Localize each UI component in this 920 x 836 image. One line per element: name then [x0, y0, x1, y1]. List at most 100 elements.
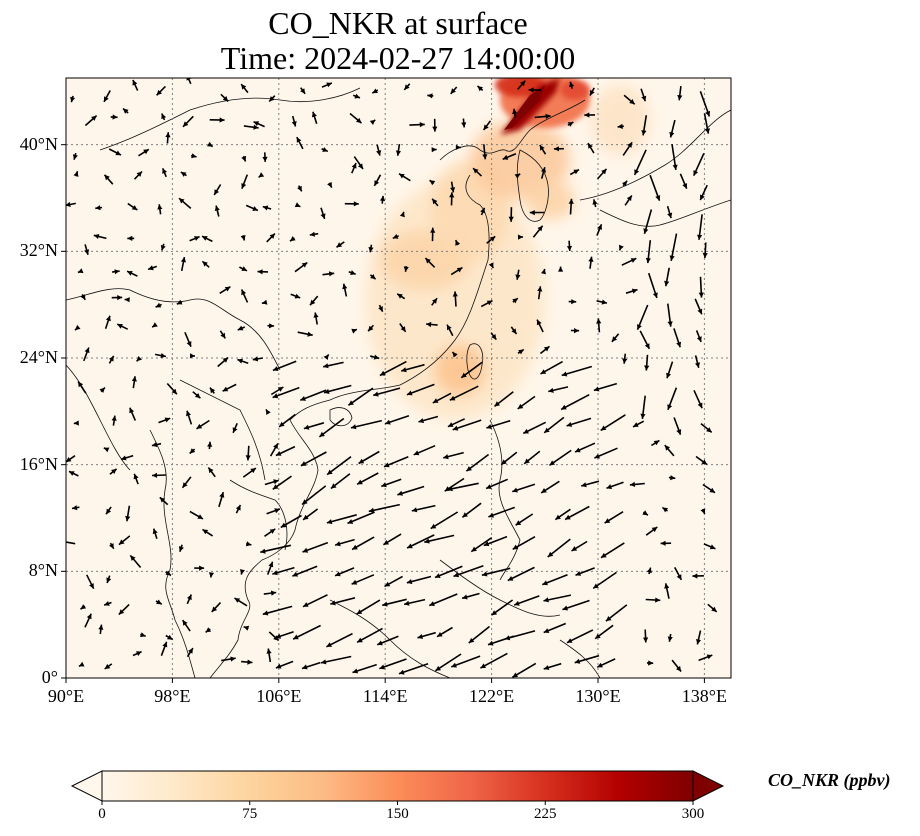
wind-arrow-head	[593, 386, 600, 392]
wind-arrow-head	[432, 126, 438, 132]
wind-arrow-head	[275, 451, 282, 456]
wind-arrow-shaft	[449, 385, 479, 401]
wind-arrow-shaft	[447, 482, 479, 491]
wind-arrow-head	[342, 283, 348, 290]
wind-arrow-head	[157, 204, 163, 210]
wind-arrow-head	[644, 343, 650, 349]
wind-arrow-head	[512, 298, 518, 304]
wind-arrow-head	[322, 147, 328, 152]
wind-arrow-head	[189, 448, 196, 454]
wind-arrow-head	[234, 598, 241, 603]
wind-arrow-head	[590, 89, 595, 96]
wind-arrow-head	[347, 519, 354, 524]
wind-arrow-head	[214, 189, 219, 195]
wind-arrow-head	[541, 488, 547, 493]
wind-arrow-head	[562, 605, 568, 611]
wind-arrow-head	[447, 422, 454, 427]
colorbar-bar	[101, 770, 694, 802]
wind-arrow-head	[300, 461, 307, 466]
wind-arrow-head	[561, 404, 567, 410]
wind-arrow-shaft	[262, 605, 293, 616]
wind-arrow-head	[127, 235, 133, 241]
wind-arrow-head	[512, 108, 518, 115]
wind-arrow-head	[78, 661, 85, 667]
wind-arrow-shaft	[398, 662, 429, 675]
wind-arrow-head	[403, 266, 409, 272]
wind-arrow-head	[523, 428, 529, 434]
wind-arrow-head	[358, 163, 363, 169]
wind-arrow-head	[382, 601, 388, 607]
wind-arrow-shaft	[480, 652, 508, 669]
wind-arrow-shaft	[347, 387, 374, 406]
wind-arrow-head	[210, 387, 216, 394]
wind-arrow-head	[111, 415, 117, 421]
wind-arrow-head	[176, 299, 183, 305]
wind-arrow-shaft	[320, 655, 352, 664]
wind-arrow-head	[302, 547, 309, 553]
gridlines	[66, 78, 731, 678]
wind-arrow-shaft	[561, 365, 593, 377]
wind-arrow-head	[352, 544, 358, 550]
wind-arrow-head	[483, 124, 489, 130]
wind-arrow-head	[573, 169, 579, 175]
wind-arrow-head	[667, 321, 673, 327]
wind-arrow-head	[571, 299, 577, 305]
wind-arrow-head	[328, 271, 335, 277]
wind-arrow-shaft	[560, 393, 590, 411]
wind-arrow-head	[103, 447, 110, 453]
wind-arrow-head	[136, 651, 142, 656]
x-tick-label: 114°E	[362, 686, 408, 706]
wind-arrow-head	[240, 235, 246, 241]
wind-arrow-head	[129, 407, 135, 414]
wind-arrow-head	[489, 236, 496, 242]
wind-arrow-head	[260, 548, 266, 554]
wind-arrow-head	[330, 483, 337, 489]
wind-arrow-head	[596, 318, 602, 324]
wind-arrow-head	[655, 597, 661, 603]
wind-arrow-head	[72, 154, 78, 160]
wind-arrow-head	[447, 324, 452, 331]
wind-arrow-head	[112, 114, 118, 120]
wind-arrow-head	[220, 332, 226, 339]
wind-arrow-shaft	[430, 511, 459, 530]
y-tick-label: 16°N	[19, 453, 58, 474]
wind-arrow-head	[482, 154, 488, 160]
wind-arrow-head	[180, 257, 186, 263]
wind-arrow-head	[605, 616, 612, 622]
wind-arrow-head	[272, 484, 279, 490]
wind-arrow-head	[473, 168, 479, 174]
wind-arrow-head	[123, 108, 129, 114]
wind-arrow-head	[196, 423, 203, 429]
wind-arrow-head	[672, 164, 678, 170]
wind-arrow-head	[297, 185, 302, 192]
wind-arrow-head	[706, 654, 713, 660]
y-tick-label: 8°N	[28, 560, 58, 581]
wind-arrow-head	[462, 594, 468, 600]
wind-arrow-head	[676, 574, 682, 580]
wind-arrow-head	[553, 146, 559, 152]
wind-arrow-head	[537, 286, 543, 292]
wind-arrow-head	[104, 174, 110, 181]
wind-arrow-head	[323, 363, 329, 369]
wind-arrow-head	[180, 172, 187, 177]
wind-arrow-head	[514, 173, 521, 179]
wind-arrow-head	[252, 356, 259, 362]
wind-arrow-head	[188, 648, 193, 654]
wind-arrow-head	[379, 664, 385, 670]
wind-arrow-head	[186, 78, 192, 81]
wind-arrow-head	[93, 234, 100, 239]
wind-arrow-head	[443, 454, 449, 460]
wind-arrow-head	[544, 427, 550, 433]
wind-arrow-head	[303, 514, 309, 520]
wind-arrow-head	[406, 390, 413, 396]
wind-arrow-head	[354, 93, 360, 99]
wind-arrow-head	[274, 508, 280, 514]
colorbar-tick-label: 225	[534, 806, 557, 822]
wind-arrow-head	[272, 393, 279, 399]
wind-arrow-head	[374, 180, 380, 186]
wind-arrow-head	[106, 577, 112, 583]
wind-arrow-head	[601, 168, 607, 175]
wind-arrow-head	[162, 168, 167, 174]
x-tick-label: 138°E	[681, 686, 727, 706]
wind-arrow-head	[109, 543, 114, 549]
